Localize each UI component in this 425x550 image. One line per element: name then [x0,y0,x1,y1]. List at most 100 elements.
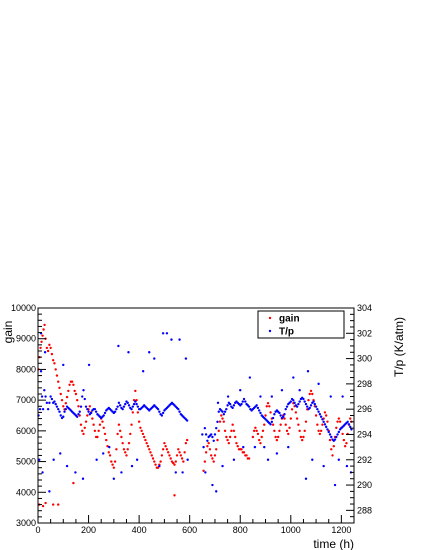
data-point [326,428,329,431]
data-point [164,445,167,448]
data-point [264,414,267,417]
data-point [88,405,92,408]
data-point [75,398,79,402]
data-point [226,438,229,442]
data-point [135,458,139,461]
data-point [161,448,165,451]
y-right-tick-label: 290 [357,480,372,490]
data-point [259,395,262,398]
data-point [330,435,333,439]
data-point [87,363,91,367]
data-point [93,429,97,433]
data-point [271,423,275,426]
data-point [341,432,344,436]
data-point [68,383,71,386]
data-point [153,460,156,463]
x-axis-title: time (h) [313,537,354,550]
y-right-tick-label: 294 [357,429,372,439]
data-point [53,362,56,365]
data-point [91,417,94,420]
data-point [306,405,309,408]
data-point [221,464,224,468]
data-point [212,439,215,442]
data-point [126,448,129,451]
data-point [255,429,258,433]
data-point [177,407,180,411]
data-point [48,490,51,493]
data-point [213,433,217,436]
data-point [228,402,232,406]
data-point [46,349,50,353]
data-point [247,457,251,460]
data-point [304,420,308,423]
data-point [115,448,118,451]
data-point [137,420,141,423]
data-point [222,413,226,416]
data-point [102,414,105,417]
data-point [103,432,107,436]
data-point [179,454,183,457]
data-point [44,395,47,398]
data-point [55,405,59,408]
data-point [118,404,122,407]
data-point [148,448,151,451]
data-point [105,438,108,442]
data-point [317,382,320,386]
data-point [204,433,208,436]
data-point [117,344,120,348]
data-point [223,410,227,413]
data-point [248,376,252,379]
data-point [230,429,233,433]
data-point [275,438,279,442]
data-point [285,429,289,433]
data-point [60,398,64,402]
data-point [318,432,322,436]
data-point [332,445,335,448]
data-point [124,451,127,454]
data-point [124,402,127,406]
data-point [45,346,49,350]
data-point [240,448,243,451]
data-point [231,423,234,426]
data-point [336,433,339,436]
data-point [216,420,219,424]
data-point [63,410,66,413]
data-point [40,340,43,343]
data-point [231,406,234,410]
data-point [306,370,310,373]
data-point [268,405,271,408]
data-point [41,407,45,411]
data-point [215,426,218,430]
y-left-tick-label: 10000 [11,303,36,313]
data-point [57,407,60,411]
y-left-tick-label: 7000 [16,395,36,405]
data-point [294,411,298,414]
data-point [130,464,134,468]
data-point [165,448,169,451]
data-point [316,407,319,411]
data-point [345,441,348,445]
data-point [324,414,328,417]
data-point [241,400,244,403]
data-point [122,405,126,408]
data-point [273,429,276,433]
data-point [217,410,220,413]
y-right-tick-label: 292 [357,455,372,465]
data-point [115,407,118,411]
y-left-tick-label: 8000 [16,364,36,374]
data-point [40,395,44,398]
data-point [346,420,349,424]
data-point [289,400,292,403]
data-point [321,418,324,421]
data-point [81,477,85,480]
data-point [330,448,333,451]
data-point [288,426,291,429]
data-point [41,471,44,474]
data-point [289,417,292,420]
data-point [72,383,75,386]
data-point [312,400,315,403]
data-point [62,363,65,367]
data-point [304,402,308,406]
data-point [116,432,119,436]
